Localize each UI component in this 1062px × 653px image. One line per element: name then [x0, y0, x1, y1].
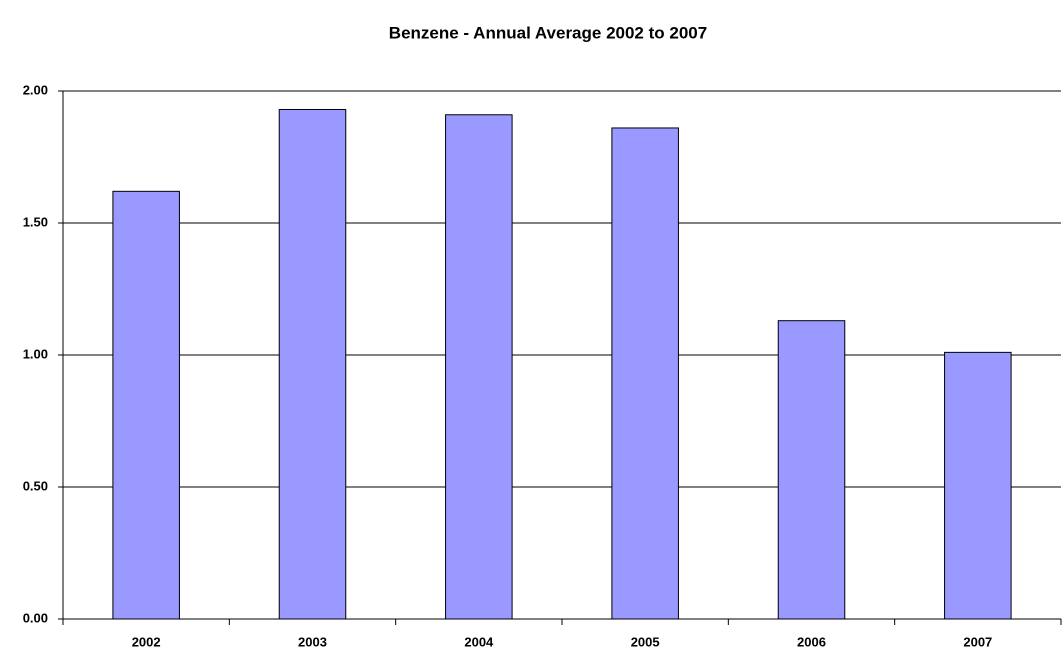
y-tick-label: 1.50	[23, 214, 48, 229]
bar	[112, 190, 180, 620]
x-tick-label: 2002	[132, 634, 161, 649]
bar	[278, 108, 347, 620]
bar	[777, 320, 846, 620]
y-tick-label: 1.00	[23, 346, 48, 361]
x-tick-label: 2006	[797, 634, 826, 649]
x-tick-label: 2004	[464, 634, 494, 649]
x-tick-label: 2007	[963, 634, 992, 649]
x-tick-label: 2003	[298, 634, 327, 649]
y-tick-label: 2.00	[23, 82, 48, 97]
bar	[944, 351, 1012, 620]
bar	[445, 114, 513, 620]
bar	[611, 127, 679, 620]
x-tick-label: 2005	[631, 634, 660, 649]
chart-title: Benzene - Annual Average 2002 to 2007	[389, 23, 707, 42]
y-tick-label: 0.00	[23, 610, 48, 625]
y-tick-label: 0.50	[23, 478, 48, 493]
